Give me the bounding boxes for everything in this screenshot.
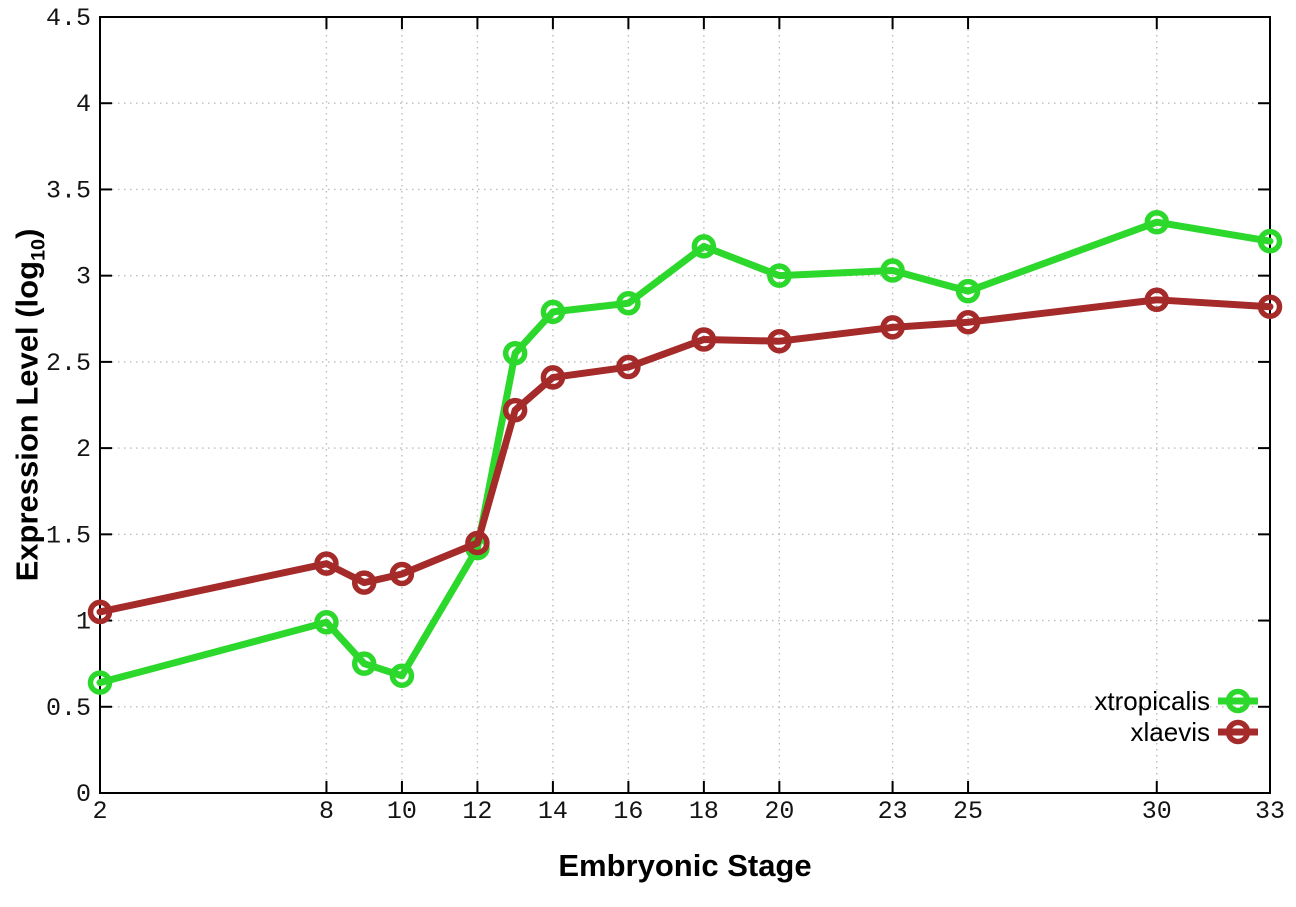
y-tick-label: 3 — [76, 263, 91, 292]
series-line-xtropicalis — [96, 218, 1274, 687]
x-tick-label: 16 — [613, 797, 643, 826]
series-xtropicalis — [87, 209, 1283, 695]
data-point-xtropicalis — [351, 651, 377, 676]
data-point-xlaevis — [502, 397, 528, 423]
y-tick-label: 1 — [76, 608, 91, 637]
legend-sample-marker-xlaevis — [1225, 719, 1251, 745]
x-tick-label: 20 — [764, 797, 794, 826]
x-tick-label: 10 — [387, 797, 417, 826]
data-point-xlaevis — [351, 570, 377, 595]
data-point-xtropicalis — [87, 670, 113, 695]
x-tick-label: 18 — [689, 797, 719, 826]
y-tick-labels: 0 0.5 1 1.5 2 2.5 3 3.5 4 4.5 — [46, 4, 91, 809]
data-point-xlaevis — [87, 599, 113, 625]
y-tick-label: 1.5 — [46, 521, 91, 550]
x-tick-label: 30 — [1142, 797, 1172, 826]
axis-ticks — [99, 16, 1271, 794]
data-point-xlaevis — [314, 551, 339, 576]
data-point-xlaevis — [389, 561, 415, 587]
x-tick-label: 8 — [319, 797, 334, 826]
data-point-xlaevis — [691, 327, 717, 352]
plot-border — [99, 16, 1271, 794]
y-tick-label: 4 — [76, 90, 91, 119]
data-point-xtropicalis — [389, 663, 415, 688]
y-tick-label: 0 — [76, 780, 91, 809]
data-point-xtropicalis — [955, 278, 981, 304]
data-point-xtropicalis — [616, 291, 641, 316]
y-axis-title-close: ) — [9, 228, 45, 239]
grid-lines — [100, 17, 1270, 793]
x-axis-title: Embryonic Stage — [558, 848, 812, 883]
legend-entry-xlaevis: xlaevis — [1131, 717, 1258, 747]
data-point-xtropicalis — [767, 263, 792, 288]
data-point-xlaevis — [465, 530, 490, 556]
x-tick-label: 14 — [538, 797, 568, 826]
y-axis-title: Expression Level (log10) — [10, 229, 51, 582]
legend-entry-xtropicalis: xtropicalis — [1094, 686, 1258, 716]
legend-label-xlaevis: xlaevis — [1131, 717, 1210, 747]
x-tick-label: 25 — [953, 797, 983, 826]
x-tick-label: 2 — [92, 797, 107, 826]
data-point-xlaevis — [1144, 287, 1170, 313]
legend-sample-marker-xtropicalis — [1225, 688, 1251, 714]
data-point-xlaevis — [616, 354, 641, 380]
series-xlaevis — [87, 287, 1283, 625]
data-point-xtropicalis — [691, 234, 717, 259]
x-tick-labels: 2 8 10 12 14 16 18 20 23 25 30 33 — [92, 797, 1285, 826]
data-point-xlaevis — [955, 309, 981, 335]
series-line-xlaevis — [96, 296, 1274, 616]
x-tick-label: 23 — [878, 797, 908, 826]
y-tick-label: 3.5 — [46, 176, 91, 205]
y-axis-title-main: Expression Level (log — [9, 260, 45, 582]
data-point-xtropicalis — [1144, 209, 1170, 235]
x-tick-label: 33 — [1255, 797, 1285, 826]
data-point-xlaevis — [540, 365, 566, 390]
y-tick-label: 2.5 — [46, 349, 91, 378]
y-axis-title-subscript: 10 — [27, 238, 50, 261]
data-point-xtropicalis — [540, 299, 566, 325]
data-point-xlaevis — [880, 315, 905, 340]
data-point-xtropicalis — [314, 610, 339, 635]
y-tick-label: 2 — [76, 435, 91, 464]
y-tick-label: 4.5 — [46, 4, 91, 33]
data-point-xtropicalis — [880, 258, 905, 283]
data-point-xlaevis — [1257, 294, 1283, 319]
data-point-xtropicalis — [1257, 228, 1283, 254]
x-tick-label: 12 — [462, 797, 492, 826]
legend-label-xtropicalis: xtropicalis — [1094, 686, 1210, 716]
y-tick-label: 0.5 — [46, 694, 91, 723]
data-point-xlaevis — [767, 328, 792, 354]
data-point-xtropicalis — [502, 341, 528, 366]
